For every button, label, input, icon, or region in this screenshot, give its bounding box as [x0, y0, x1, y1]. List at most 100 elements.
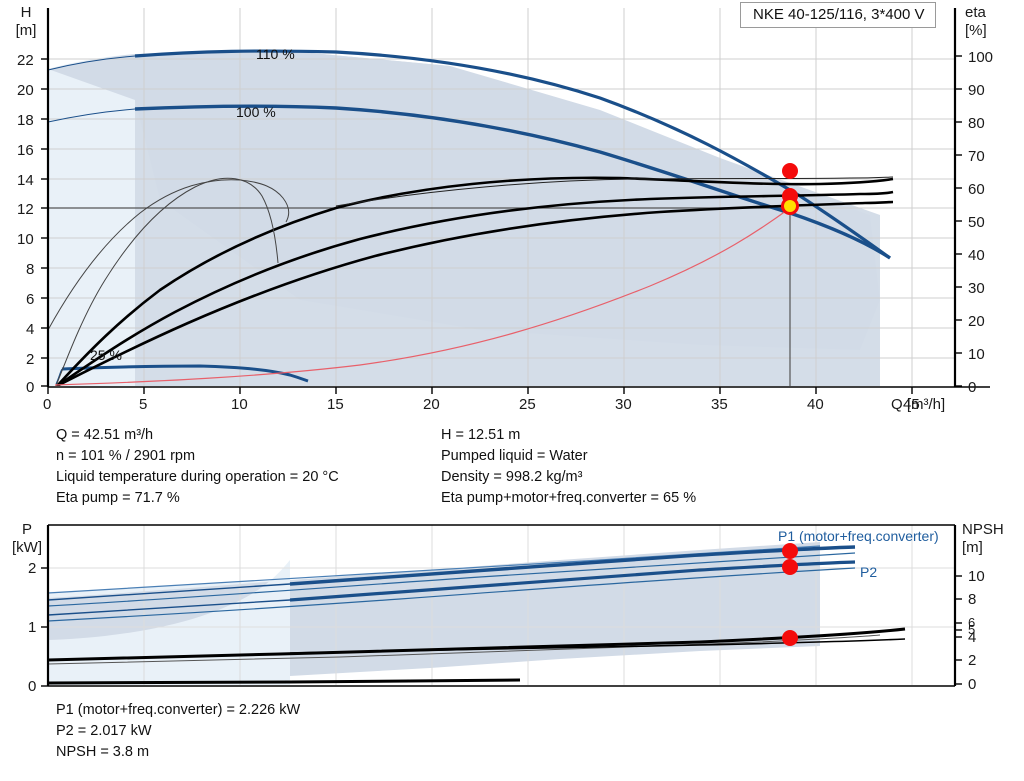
curve-p2 — [48, 599, 291, 616]
top-envelope-light — [48, 54, 135, 386]
top-envelope-lower — [135, 52, 880, 386]
curve-eta-pump-motor — [56, 190, 894, 386]
h-tick-10: 10 — [17, 231, 34, 248]
p-tick-1: 1 — [28, 619, 37, 636]
eta-tick-40: 40 — [968, 247, 985, 264]
eta-tick-70: 70 — [968, 148, 985, 165]
curve-p2-lower-thin — [48, 567, 856, 622]
result-npsh: NPSH = 3.8 m — [56, 744, 150, 760]
top-right-axis-title: eta [%] — [965, 4, 1019, 40]
curve-h-100-thin — [48, 108, 136, 123]
curve-eta-25-branch-top — [48, 179, 290, 331]
annotation-25-percent: 25 % — [90, 347, 122, 363]
bottom-left-ticks — [41, 567, 48, 687]
annotation-100-percent: 100 % — [236, 104, 276, 120]
curve-eta-pump — [56, 176, 894, 386]
eta-tick-60: 60 — [968, 181, 985, 198]
result-p2: P2 = 2.017 kW — [56, 723, 152, 739]
npsh-tick-0: 0 — [968, 676, 977, 693]
top-left-axis-title-line1: H — [20, 4, 32, 21]
marker-p1-point — [782, 543, 798, 559]
eta-tick-100: 100 — [968, 49, 994, 66]
annotation-p1: P1 (motor+freq.converter) — [778, 528, 939, 544]
curve-npsh-thin — [48, 634, 881, 665]
h-tick-8: 8 — [26, 261, 35, 278]
curve-h-25 — [61, 364, 309, 383]
curve-h-100 — [134, 104, 891, 260]
eta-tick-0: 0 — [968, 379, 977, 396]
power-npsh-chart — [41, 524, 962, 687]
q-tick-25: 25 — [519, 396, 536, 413]
curve-eta-thin-upper — [335, 176, 894, 207]
annotation-p2: P2 — [860, 564, 878, 580]
result-density: Density = 998.2 kg/m³ — [441, 469, 583, 485]
q-tick-15: 15 — [327, 396, 344, 413]
top-grid-horizontal — [48, 58, 955, 359]
p-tick-0: 0 — [28, 678, 37, 695]
top-left-axis-title: H [m] — [6, 4, 46, 40]
curve-h-110-thin — [48, 55, 136, 71]
q-tick-10: 10 — [231, 396, 248, 413]
h-tick-4: 4 — [26, 321, 35, 338]
top-right-ticks — [955, 55, 962, 387]
npsh-tick-2: 2 — [968, 652, 977, 669]
curve-p1 — [48, 583, 291, 601]
pump-model-title: NKE 40-125/116, 3*400 V — [740, 2, 936, 28]
h-tick-2: 2 — [26, 351, 35, 368]
h-tick-22: 22 — [17, 52, 34, 69]
curve-system-red — [54, 207, 791, 386]
curve-npsh-left-thick — [48, 678, 521, 685]
bottom-right-ticks — [955, 575, 962, 685]
result-flow: Q = 42.51 m³/h — [56, 427, 154, 443]
h-tick-0: 0 — [26, 379, 35, 396]
bottom-left-axis-title-line1: P — [21, 521, 32, 538]
top-x-axis-title: Q [m³/h] — [891, 396, 946, 413]
q-tick-40: 40 — [807, 396, 824, 413]
bottom-left-axis-title-line2: [kW] — [12, 539, 42, 556]
curve-h-25-thin — [55, 368, 63, 385]
eta-tick-30: 30 — [968, 280, 985, 297]
result-liquid-temperature: Liquid temperature during operation = 20… — [56, 469, 339, 485]
result-p1: P1 (motor+freq.converter) = 2.226 kW — [56, 702, 301, 718]
top-right-axis-title-line2: [%] — [965, 22, 987, 39]
q-tick-45: 45 — [903, 396, 920, 413]
eta-tick-90: 90 — [968, 82, 985, 99]
q-tick-35: 35 — [711, 396, 728, 413]
top-left-axis-title-line2: [m] — [15, 22, 37, 39]
result-head: H = 12.51 m — [441, 427, 521, 443]
npsh-tick-4: 4 — [968, 629, 977, 646]
top-x-ticks — [47, 387, 913, 394]
bottom-right-axis-title: NPSH [m] — [962, 521, 1022, 557]
results-right-column: H = 12.51 m Pumped liquid = Water Densit… — [441, 425, 696, 509]
result-eta-pump: Eta pump = 71.7 % — [56, 490, 180, 506]
bottom-left-axis-title: P [kW] — [6, 521, 48, 557]
result-eta-total: Eta pump+motor+freq.converter = 65 % — [441, 490, 697, 506]
marker-duty-point — [784, 200, 796, 212]
result-pumped-liquid: Pumped liquid = Water — [441, 448, 588, 464]
bottom-right-axis-title-line1: NPSH — [962, 521, 1004, 538]
top-left-ticks — [41, 58, 48, 387]
h-tick-14: 14 — [17, 172, 34, 189]
marker-npsh-point — [782, 630, 798, 646]
q-tick-0: 0 — [43, 396, 52, 413]
annotation-110-percent: 110 % — [256, 46, 295, 62]
top-right-axis-title-line1: eta — [965, 4, 986, 21]
q-tick-5: 5 — [139, 396, 148, 413]
curve-p1-thick — [289, 545, 856, 586]
head-efficiency-chart — [41, 8, 990, 394]
curve-eta-total — [56, 200, 894, 386]
curve-npsh-second — [289, 638, 906, 654]
h-tick-12: 12 — [17, 201, 34, 218]
eta-tick-10: 10 — [968, 346, 985, 363]
result-speed: n = 101 % / 2901 rpm — [56, 448, 196, 464]
bottom-right-axis-title-line2: [m] — [962, 539, 983, 556]
h-tick-18: 18 — [17, 112, 34, 129]
curve-h-110 — [134, 49, 891, 260]
h-tick-6: 6 — [26, 291, 35, 308]
eta-tick-20: 20 — [968, 313, 985, 330]
eta-tick-80: 80 — [968, 115, 985, 132]
q-tick-20: 20 — [423, 396, 440, 413]
q-tick-30: 30 — [615, 396, 632, 413]
marker-p2-point — [782, 559, 798, 575]
